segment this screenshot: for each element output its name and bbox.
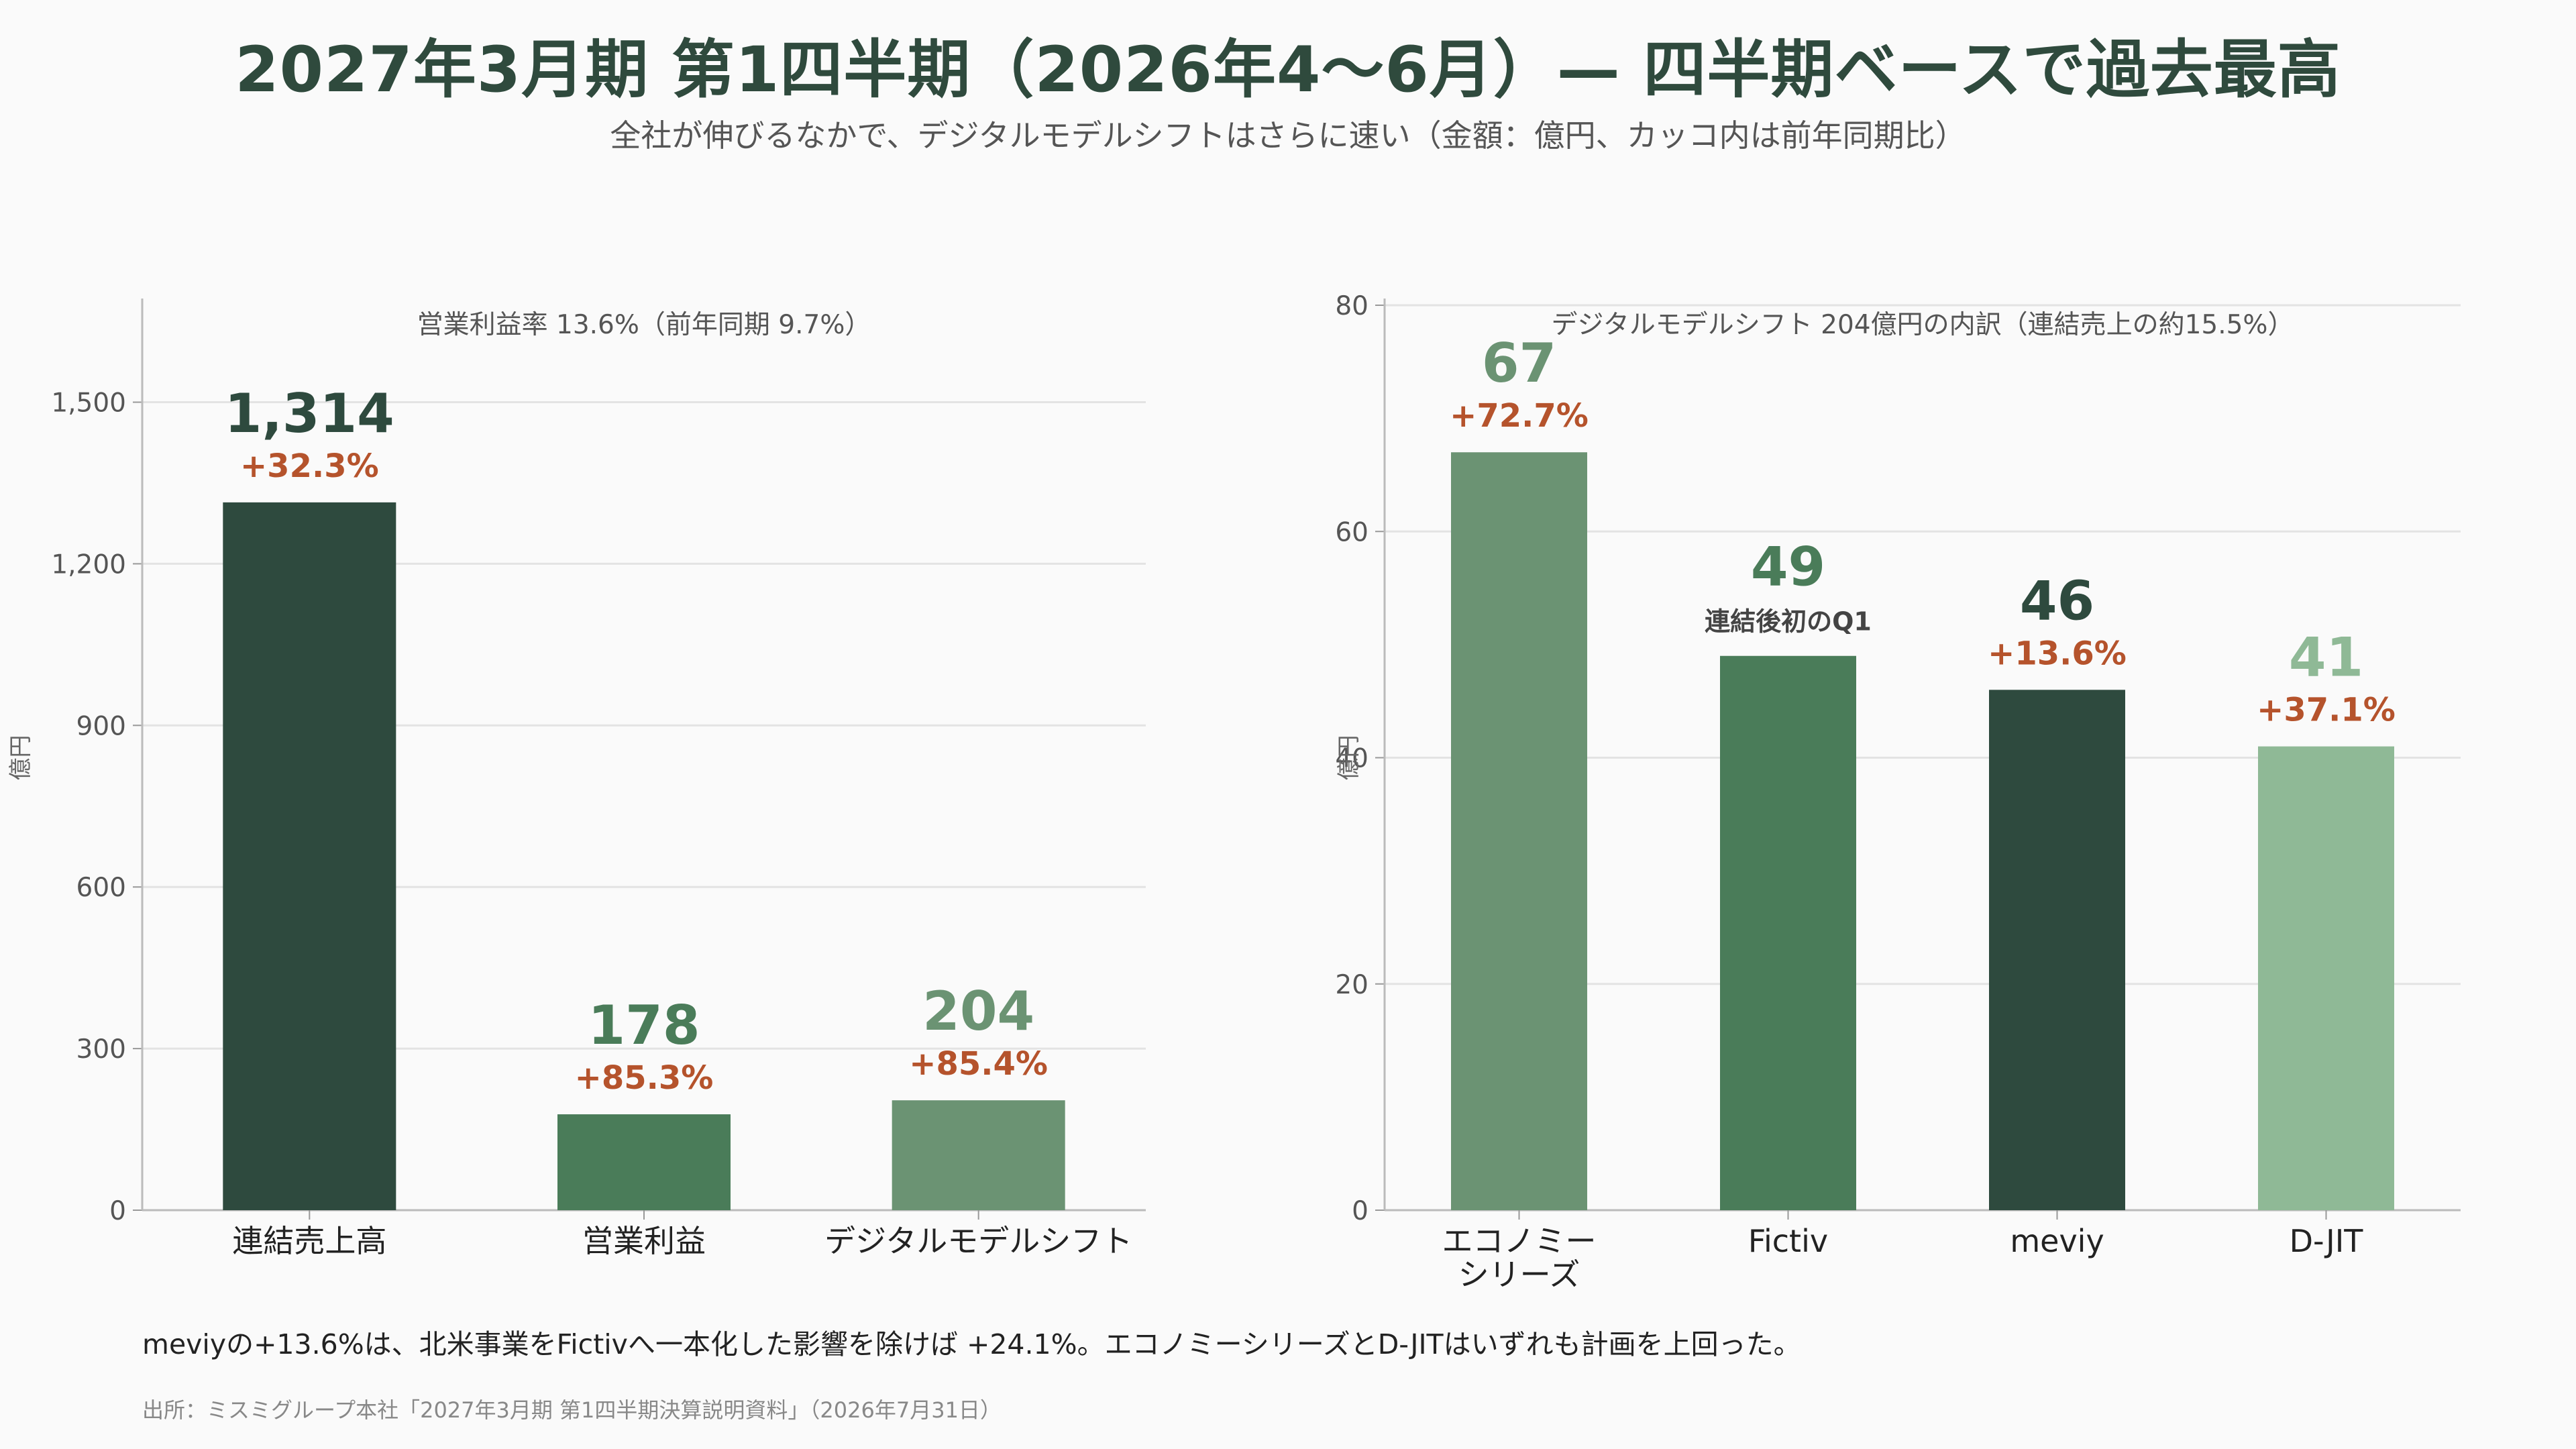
bar xyxy=(892,1100,1065,1210)
change-label: +85.4% xyxy=(909,1045,1048,1083)
change-label: +85.3% xyxy=(575,1059,714,1097)
value-label: 49 xyxy=(1751,536,1825,598)
value-label: 1,314 xyxy=(225,382,394,445)
bar xyxy=(2258,746,2394,1210)
footnote: meviyの+13.6%は、北米事業をFictivへ一本化した影響を除けば +2… xyxy=(142,1328,1801,1360)
bar xyxy=(1989,690,2125,1210)
change-label: 連結後初のQ1 xyxy=(1705,607,1872,637)
x-tick-label: D-JIT xyxy=(2290,1223,2364,1259)
y-tick-label: 900 xyxy=(76,711,126,741)
y-tick-label: 0 xyxy=(109,1196,126,1226)
change-label: +13.6% xyxy=(1988,635,2127,672)
x-tick-label: Fictiv xyxy=(1748,1223,1828,1259)
value-label: 178 xyxy=(588,994,700,1057)
x-tick-label: シリーズ xyxy=(1458,1256,1580,1293)
y-tick-label: 80 xyxy=(1335,291,1368,321)
y-tick-label: 1,200 xyxy=(51,549,126,580)
y-axis-label: 億円 xyxy=(7,735,34,781)
value-label: 67 xyxy=(1482,332,1556,394)
bar xyxy=(1720,655,1856,1210)
y-tick-label: 60 xyxy=(1335,517,1368,547)
bar xyxy=(223,502,396,1210)
y-tick-label: 600 xyxy=(76,873,126,903)
page-title: 2027年3月期 第1四半期（2026年4〜6月）— 四半期ベースで過去最高 xyxy=(235,34,2341,107)
x-tick-label: 連結売上高 xyxy=(232,1223,386,1259)
page-subtitle: 全社が伸びるなかで、デジタルモデルシフトはさらに速い（金額：億円、カッコ内は前年… xyxy=(610,117,1966,154)
x-tick-label: エコノミー xyxy=(1442,1223,1597,1259)
chart-title: 営業利益率 13.6%（前年同期 9.7%） xyxy=(417,310,871,340)
source-citation: 出所：ミスミグループ本社「2027年3月期 第1四半期決算説明資料」（2026年… xyxy=(142,1397,1002,1423)
change-label: +32.3% xyxy=(240,447,379,485)
y-axis-label: 億円 xyxy=(1336,735,1362,781)
value-label: 41 xyxy=(2289,627,2363,689)
change-label: +72.7% xyxy=(1450,397,1589,435)
x-tick-label: デジタルモデルシフト xyxy=(824,1223,1132,1259)
change-label: +37.1% xyxy=(2257,692,2396,729)
y-tick-label: 20 xyxy=(1335,970,1368,1000)
y-tick-label: 40 xyxy=(1335,744,1368,774)
y-tick-label: 1,500 xyxy=(51,388,126,419)
chart-title: デジタルモデルシフト 204億円の内訳（連結売上の約15.5%） xyxy=(1552,310,2294,340)
bar xyxy=(1451,452,1587,1210)
value-label: 204 xyxy=(922,980,1034,1042)
left-chart: 営業利益率 13.6%（前年同期 9.7%） 0 300 600 900 1,200 1,5… xyxy=(7,299,1146,1259)
x-tick-label: 営業利益 xyxy=(582,1223,706,1259)
y-tick-label: 0 xyxy=(1352,1196,1368,1226)
y-tick-label: 300 xyxy=(76,1034,126,1065)
bar xyxy=(557,1114,731,1210)
x-tick-label: meviy xyxy=(2010,1223,2104,1259)
right-chart: デジタルモデルシフト 204億円の内訳（連結売上の約15.5%） 0 20 40 60 8… xyxy=(1335,291,2461,1293)
value-label: 46 xyxy=(2020,570,2094,632)
